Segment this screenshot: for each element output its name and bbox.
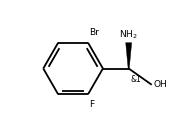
Text: OH: OH bbox=[153, 80, 167, 89]
Text: F: F bbox=[89, 100, 95, 109]
Text: Br: Br bbox=[89, 28, 99, 37]
Text: &1: &1 bbox=[131, 75, 142, 84]
Polygon shape bbox=[126, 43, 132, 68]
Text: NH$_2$: NH$_2$ bbox=[119, 28, 137, 41]
